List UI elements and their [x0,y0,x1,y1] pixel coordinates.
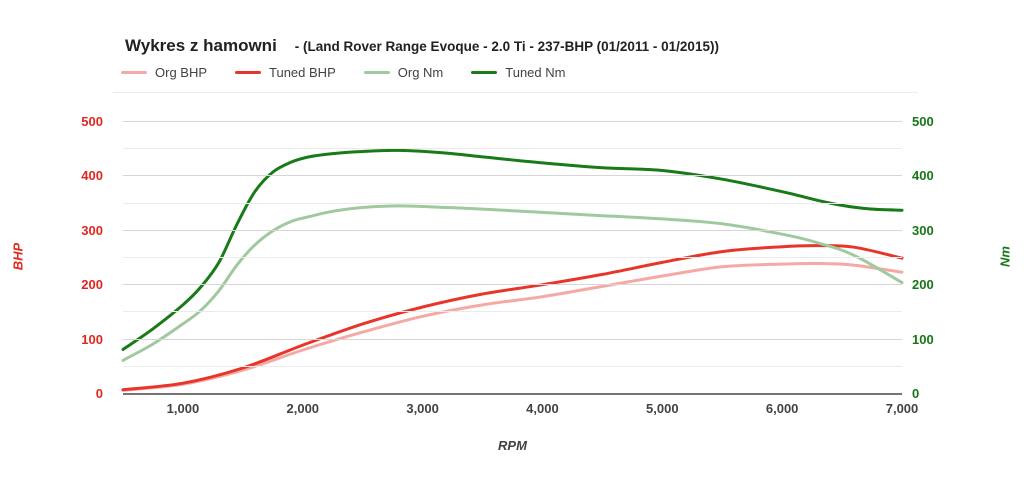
gridline-250 [123,257,902,258]
y-tick-label-100: 100 [81,331,103,347]
x-tick-label-5000: 5,000 [646,401,679,416]
legend-label-tuned-nm: Tuned Nm [505,65,566,80]
org-bhp-swatch-icon [121,71,147,74]
y-tick-label-200: 200 [81,277,103,293]
y-tick-label-400: 400 [912,168,934,184]
chart-title: Wykres z hamowni [125,36,277,55]
right-axis-title: Nm [997,246,1013,267]
chart-subtitle: - (Land Rover Range Evoque - 2.0 Ti - 23… [294,39,719,54]
legend-label-tuned-bhp: Tuned BHP [269,65,336,80]
y-tick-label-300: 300 [81,222,103,238]
gridline-150 [123,311,902,313]
gridline-100 [123,338,902,340]
x-tick-label-2000: 2,000 [286,401,320,416]
legend-item-org-nm: Org Nm [363,65,444,80]
x-tick-label-3000: 3,000 [406,401,439,416]
x-axis-title: RPM [498,438,527,453]
gridline-50 [123,365,902,367]
legend-label-org-nm: Org Nm [397,65,444,80]
curve-org-nm [121,204,904,362]
curve-org-bhp [121,261,904,392]
gridline-500 [123,121,902,122]
legend-label-org-bhp: Org BHP [155,65,208,80]
gridline-400 [123,175,902,177]
y-tick-label-400: 400 [81,168,103,184]
org-nm-swatch-icon [363,71,390,74]
legend-item-tuned-nm: Tuned Nm [471,65,565,80]
gridline-200 [123,284,902,286]
x-tick-label-4000: 4,000 [526,401,559,416]
gridline-450 [123,148,902,150]
x-axis-ticks: 1,000 2,000 3,000 4,000 5,000 6,000 7,000 [123,401,919,419]
curve-tuned-nm [121,148,904,351]
y-tick-label-500: 500 [912,114,934,129]
chart-title-row: Wykres z hamowni - (Land Rover Range Evo… [125,36,719,56]
y-tick-label-200: 200 [912,277,934,293]
y-tick-label-0: 0 [95,386,103,401]
y-tick-label-500: 500 [81,114,103,129]
x-tick-label-1000: 1,000 [166,401,200,416]
gridline-300 [123,229,902,231]
chart-top-border [113,92,918,93]
gridline-350 [123,202,902,204]
x-tick-label-7000: 7,000 [885,401,919,416]
legend-item-org-bhp: Org BHP [121,65,207,80]
y-tick-label-300: 300 [912,222,934,238]
legend-item-tuned-bhp: Tuned BHP [235,65,336,80]
y-tick-label-100: 100 [912,331,934,347]
left-axis-title: BHP [10,242,26,271]
legend: Org BHP Tuned BHP Org Nm Tuned Nm [121,65,565,80]
x-tick-label-6000: 6,000 [765,401,799,416]
y-tick-label-0: 0 [912,386,920,401]
y-axis-right-ticks: 0 100 200 300 400 500 [912,114,972,401]
plot-area [121,121,904,395]
tuned-bhp-swatch-icon [235,71,262,74]
y-axis-left-ticks: 0 100 200 300 400 500 [0,114,113,401]
tuned-nm-swatch-icon [471,71,498,74]
curve-tuned-bhp [121,244,904,392]
